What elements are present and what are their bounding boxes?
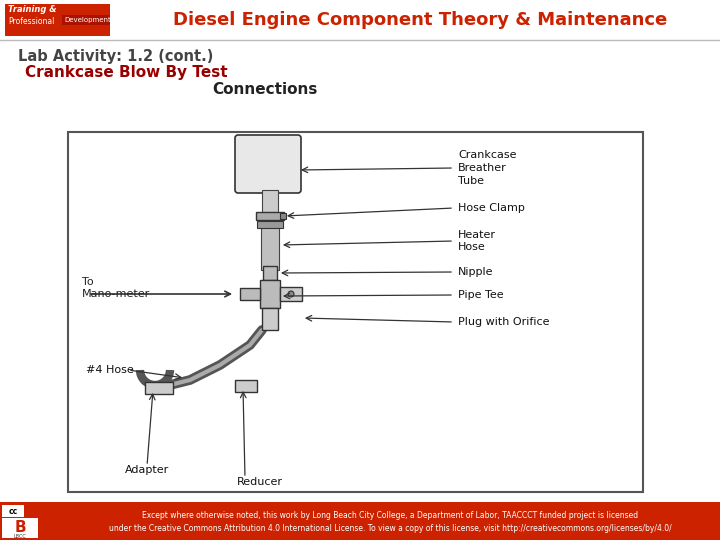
Bar <box>260 280 280 308</box>
Bar <box>262 190 278 212</box>
Text: #4 Hose: #4 Hose <box>86 365 134 375</box>
Text: under the Creative Commons Attribution 4.0 International License. To view a copy: under the Creative Commons Attribution 4… <box>109 524 671 533</box>
Text: Mano-meter: Mano-meter <box>82 289 150 299</box>
Text: Crankcase: Crankcase <box>458 150 516 160</box>
Bar <box>5 4 110 36</box>
Text: Plug with Orifice: Plug with Orifice <box>458 317 549 327</box>
Bar <box>62 15 110 25</box>
Bar <box>280 287 302 301</box>
Text: To: To <box>82 277 94 287</box>
Circle shape <box>288 291 294 297</box>
Text: Pipe Tee: Pipe Tee <box>458 290 503 300</box>
Bar <box>280 213 286 219</box>
Bar <box>261 220 279 270</box>
Text: Adapter: Adapter <box>125 465 169 475</box>
Text: Heater: Heater <box>458 230 496 240</box>
Text: Crankcase Blow By Test: Crankcase Blow By Test <box>25 65 228 80</box>
Bar <box>68 132 643 492</box>
FancyBboxPatch shape <box>235 135 301 193</box>
Bar <box>240 288 260 300</box>
Bar <box>257 221 283 228</box>
Text: Diesel Engine Component Theory & Maintenance: Diesel Engine Component Theory & Mainten… <box>173 11 667 29</box>
Text: Hose Clamp: Hose Clamp <box>458 203 525 213</box>
Text: LBCC: LBCC <box>14 534 27 538</box>
Text: B: B <box>14 521 26 536</box>
Text: Nipple: Nipple <box>458 267 493 277</box>
Bar <box>2 505 24 517</box>
Text: Except where otherwise noted, this work by Long Beach City College, a Department: Except where otherwise noted, this work … <box>142 511 638 520</box>
Text: cc: cc <box>9 507 17 516</box>
Text: Training &: Training & <box>8 5 56 15</box>
Bar <box>256 212 284 220</box>
Text: Hose: Hose <box>458 242 486 252</box>
Text: Breather: Breather <box>458 163 507 173</box>
Text: Lab Activity: 1.2 (cont.): Lab Activity: 1.2 (cont.) <box>18 49 213 64</box>
Text: Connections: Connections <box>212 83 318 98</box>
Bar <box>262 308 278 330</box>
Bar <box>263 266 277 280</box>
Text: Tube: Tube <box>458 176 484 186</box>
Bar <box>145 382 173 394</box>
Text: Development: Development <box>64 17 111 23</box>
Bar <box>0 502 720 540</box>
Text: Reducer: Reducer <box>237 477 283 487</box>
Text: Professional: Professional <box>8 17 55 26</box>
Bar <box>235 380 257 392</box>
Bar <box>2 518 38 538</box>
